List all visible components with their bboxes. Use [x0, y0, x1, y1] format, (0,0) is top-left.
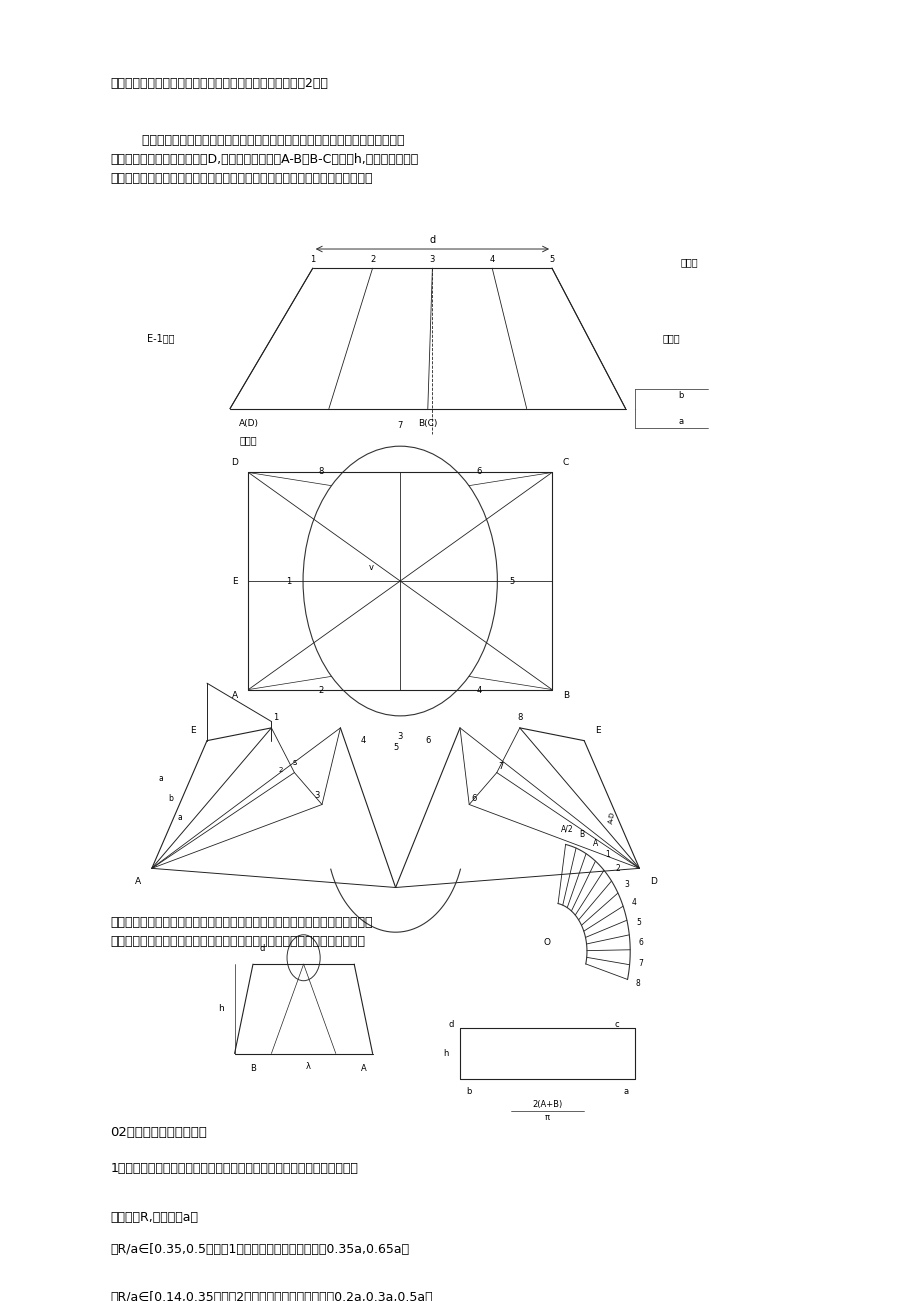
Text: E: E: [190, 726, 196, 735]
Text: d: d: [259, 945, 265, 954]
Text: D: D: [649, 877, 656, 886]
Text: 6: 6: [425, 736, 430, 745]
Text: 3: 3: [397, 731, 403, 740]
Text: a: a: [176, 813, 182, 822]
Text: s: s: [292, 758, 296, 766]
Text: a: a: [622, 1088, 628, 1097]
Text: v: v: [369, 563, 373, 572]
Text: 4: 4: [631, 899, 636, 908]
Text: A-D: A-D: [607, 811, 615, 824]
Text: O: O: [543, 938, 550, 947]
Text: c: c: [613, 1020, 618, 1029]
Text: A: A: [135, 877, 141, 886]
Text: 8: 8: [635, 978, 640, 987]
Text: A: A: [232, 691, 237, 700]
Text: E: E: [595, 726, 600, 735]
Text: h: h: [443, 1049, 448, 1058]
Text: 4: 4: [476, 686, 482, 695]
Text: 2: 2: [616, 864, 620, 873]
Text: B: B: [579, 830, 584, 839]
Text: 3: 3: [314, 791, 320, 800]
Text: b: b: [167, 794, 173, 803]
Text: B(C): B(C): [417, 419, 437, 428]
Text: 5: 5: [636, 919, 641, 926]
Text: A: A: [360, 1064, 366, 1073]
Text: 4: 4: [489, 255, 494, 264]
Text: C: C: [562, 458, 568, 467]
Text: 圆形断面变为矩形断面部位的连接。天圆地方有正心和偏心2种。: 圆形断面变为矩形断面部位的连接。天圆地方有正心和偏心2种。: [110, 77, 328, 90]
Text: A: A: [592, 839, 597, 847]
Text: 实长线: 实长线: [662, 333, 679, 343]
Text: 5: 5: [549, 255, 554, 264]
Text: d: d: [448, 1020, 453, 1029]
Text: 1: 1: [286, 576, 290, 585]
Text: 5: 5: [509, 576, 514, 585]
Text: π: π: [544, 1112, 550, 1121]
Text: 当R/a∈[0.35,0.5）时加1片导流片间距由内到外别是0.35a,0.65a；: 当R/a∈[0.35,0.5）时加1片导流片间距由内到外别是0.35a,0.65…: [110, 1242, 409, 1255]
Text: 正心天圆地方的展开，可用三角形法，也可用近似的圆锥体展开法展开。采用三
角形法是根据已知的圆管直径D,矩形风管管边尺寸A-B、B-C和高度h,画出主视图和俯
视: 正心天圆地方的展开，可用三角形法，也可用近似的圆锥体展开法展开。采用三 角形法是…: [110, 134, 418, 185]
Text: 长边长度R,内弦弦长a；: 长边长度R,内弦弦长a；: [110, 1210, 199, 1223]
Text: λ: λ: [305, 1062, 311, 1071]
Text: 02风管弯头导流叶片制作: 02风管弯头导流叶片制作: [110, 1127, 207, 1140]
Text: B: B: [562, 691, 568, 700]
Text: b: b: [466, 1088, 471, 1097]
Text: 7: 7: [498, 761, 504, 770]
Text: 6: 6: [638, 938, 642, 947]
Text: B: B: [250, 1064, 255, 1073]
Text: 7: 7: [638, 959, 642, 968]
Text: 4: 4: [360, 736, 366, 745]
Text: 1: 1: [605, 850, 609, 859]
Text: 主视图: 主视图: [680, 256, 698, 267]
Text: E: E: [232, 576, 237, 585]
Text: 3: 3: [624, 881, 629, 890]
Text: b: b: [677, 392, 683, 401]
Text: 2: 2: [369, 255, 375, 264]
Text: d: d: [429, 235, 435, 245]
Text: 1）对于需要安装导流片的内外矩形风管弯头需按以下规定制作并安装导流: 1）对于需要安装导流片的内外矩形风管弯头需按以下规定制作并安装导流: [110, 1162, 357, 1175]
Text: D: D: [231, 458, 238, 467]
Text: 俯视图: 俯视图: [239, 436, 256, 445]
Text: 1: 1: [273, 713, 278, 722]
Text: 2(A+B): 2(A+B): [532, 1101, 562, 1108]
Text: E-1实长: E-1实长: [147, 333, 175, 343]
Text: 3: 3: [429, 255, 435, 264]
Text: 当R/a∈[0.14,0.35）时加2片导流片间距由内到外别是0.2a,0.3a,0.5a；: 当R/a∈[0.14,0.35）时加2片导流片间距由内到外别是0.2a,0.3a…: [110, 1291, 433, 1301]
Text: 2: 2: [278, 768, 282, 773]
Text: 5: 5: [392, 743, 398, 752]
Text: 8: 8: [516, 713, 522, 722]
Text: h: h: [218, 1004, 223, 1013]
Text: 8: 8: [318, 467, 323, 476]
Text: A(D): A(D): [239, 419, 259, 428]
Text: 采用圆锥体法展开的画法如下图所示，此方法比较简便，圆口和方口尺寸正确，
但高度比规定高度稍小，一般加工制作时可在加长法兰的短直管上进行修正。: 采用圆锥体法展开的画法如下图所示，此方法比较简便，圆口和方口尺寸正确， 但高度比…: [110, 916, 372, 947]
Text: 6: 6: [476, 467, 482, 476]
Text: 7: 7: [397, 422, 403, 431]
Text: a: a: [158, 774, 164, 783]
Text: 6: 6: [471, 794, 476, 803]
Text: A/2: A/2: [561, 825, 573, 834]
Text: a: a: [677, 416, 683, 425]
Text: 2: 2: [318, 686, 323, 695]
Text: 1: 1: [310, 255, 315, 264]
